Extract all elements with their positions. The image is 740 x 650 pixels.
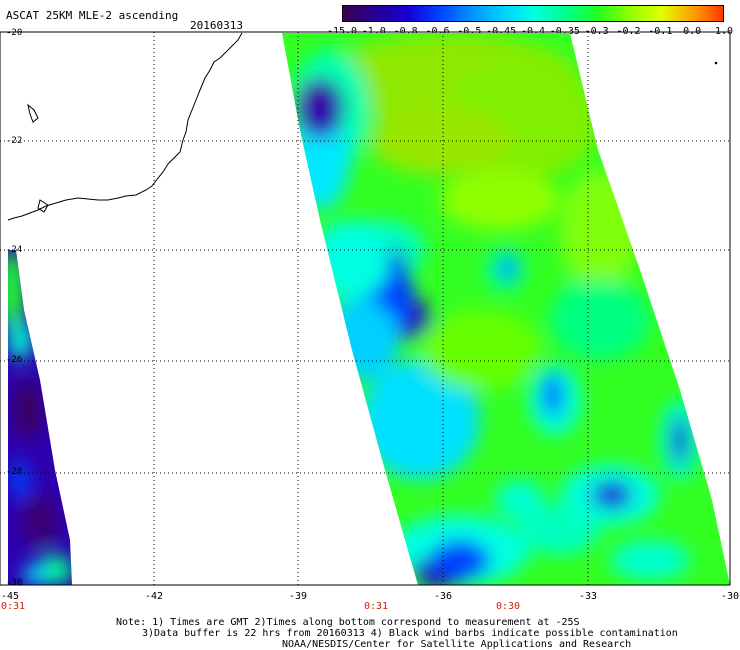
time-label: 0:31	[363, 601, 389, 612]
island-dot	[714, 61, 718, 65]
colorbar-ramp	[343, 6, 723, 21]
lat-label: -22	[6, 136, 23, 146]
product-title: ASCAT 25KM MLE-2 ascending	[6, 9, 179, 22]
lon-label: -39	[288, 591, 308, 602]
colorbar	[342, 5, 724, 22]
lat-label: -20	[6, 28, 23, 38]
island-outline	[37, 199, 49, 213]
lon-label: -33	[578, 591, 598, 602]
note-line-1: Note: 1) Times are GMT 2)Times along bot…	[116, 617, 580, 628]
lat-label: -30	[6, 578, 23, 588]
lon-label: -42	[144, 591, 164, 602]
coastline	[7, 32, 243, 221]
time-label: 0:30	[495, 601, 521, 612]
lat-label: -24	[6, 245, 23, 255]
note-line-2: 3)Data buffer is 22 hrs from 20160313 4)…	[142, 628, 678, 639]
lat-label: -28	[6, 467, 23, 477]
lon-label: -45	[0, 591, 20, 602]
map-frame	[0, 31, 731, 586]
note-line-3: NOAA/NESDIS/Center for Satellite Applica…	[282, 639, 632, 650]
lon-label: -30	[720, 591, 740, 602]
time-label: 0:31	[0, 601, 26, 612]
footnotes: Note: 1) Times are GMT 2)Times along bot…	[116, 617, 678, 650]
product-date: 20160313	[190, 19, 243, 32]
ascat-swath-east	[282, 33, 730, 585]
map-plot	[0, 31, 731, 586]
lat-label: -26	[6, 355, 23, 365]
lon-label: -36	[433, 591, 453, 602]
ascat-swath-west	[8, 250, 72, 585]
island-outline	[27, 103, 39, 123]
